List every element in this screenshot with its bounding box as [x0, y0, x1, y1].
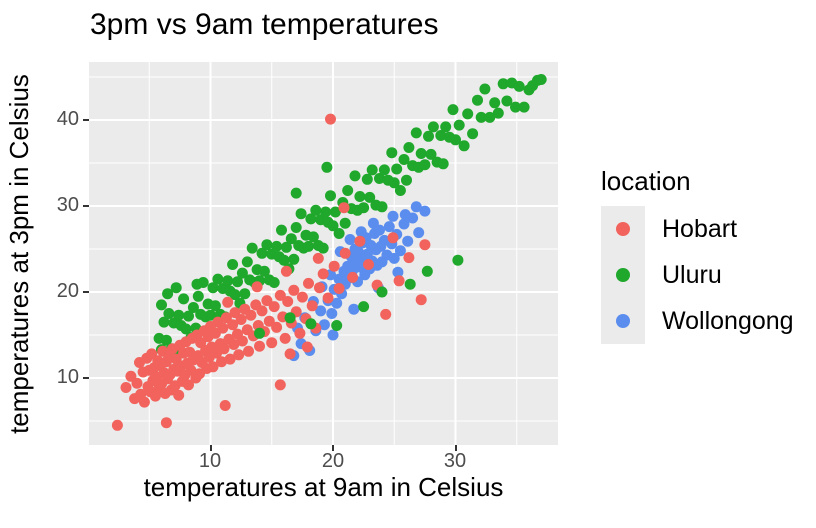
legend-entry: Wollongong	[601, 298, 794, 344]
y-tick-mark	[83, 291, 89, 293]
legend-label: Hobart	[662, 214, 738, 243]
legend-label: Wollongong	[662, 306, 794, 335]
y-tick-label: 30	[56, 194, 79, 216]
x-tick-label: 10	[198, 450, 222, 472]
x-tick-mark	[209, 445, 212, 451]
y-tick-mark	[83, 377, 89, 379]
wollongong-point-icon	[616, 314, 630, 328]
chart-title: 3pm vs 9am temperatures	[90, 8, 439, 41]
hobart-point-icon	[616, 222, 630, 236]
legend-key	[601, 252, 645, 298]
y-tick-label: 40	[56, 108, 79, 130]
legend-label: Uluru	[662, 260, 722, 289]
y-tick-label: 20	[56, 280, 79, 302]
scatter-canvas	[89, 62, 558, 445]
x-tick-label: 20	[321, 450, 345, 472]
y-tick-mark	[83, 119, 89, 121]
y-tick-mark	[83, 205, 89, 207]
x-axis-title: temperatures at 9am in Celsius	[143, 472, 504, 502]
uluru-point-icon	[616, 268, 630, 282]
legend-key	[601, 298, 645, 344]
legend-entry: Hobart	[601, 206, 794, 252]
x-tick-mark	[454, 445, 457, 451]
plot-panel	[89, 62, 558, 445]
y-tick-label: 10	[56, 366, 79, 388]
x-tick-label: 30	[443, 450, 467, 472]
legend-key	[601, 206, 645, 252]
x-tick-mark	[332, 445, 334, 451]
legend-entry: Uluru	[601, 252, 794, 298]
legend: location Hobart Uluru Wollongong	[601, 166, 794, 344]
legend-title: location	[601, 166, 691, 196]
